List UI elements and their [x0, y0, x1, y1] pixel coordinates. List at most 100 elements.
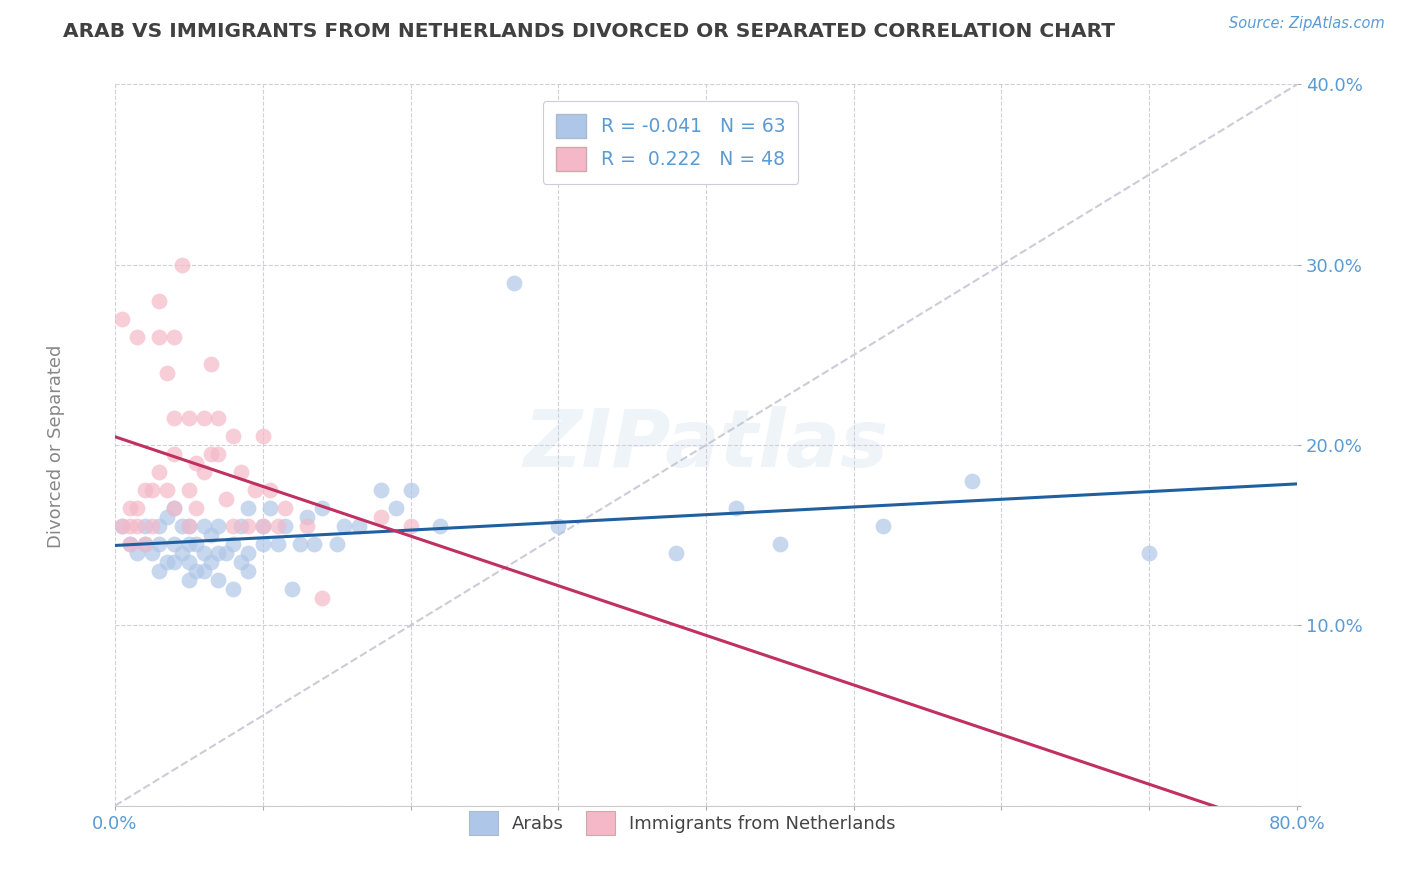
- Point: [288, 537, 311, 551]
- Point: [222, 582, 245, 597]
- Point: [274, 519, 297, 533]
- Point: [200, 357, 222, 371]
- Point: [503, 276, 526, 290]
- Point: [370, 483, 392, 497]
- Point: [163, 501, 186, 516]
- Point: [163, 330, 186, 344]
- Point: [111, 311, 134, 326]
- Point: [141, 546, 163, 560]
- Point: [222, 519, 245, 533]
- Point: [156, 483, 179, 497]
- Point: [156, 366, 179, 380]
- Point: [163, 411, 186, 425]
- Point: [118, 537, 141, 551]
- Point: [252, 519, 274, 533]
- Point: [399, 519, 422, 533]
- Point: [134, 519, 156, 533]
- Point: [186, 501, 208, 516]
- Point: [252, 519, 274, 533]
- Point: [960, 474, 983, 488]
- Point: [177, 411, 200, 425]
- Point: [193, 564, 215, 578]
- Point: [295, 510, 318, 524]
- Point: [148, 330, 170, 344]
- Point: [236, 546, 259, 560]
- Point: [118, 537, 141, 551]
- Point: [229, 555, 252, 569]
- Point: [399, 483, 422, 497]
- Text: ARAB VS IMMIGRANTS FROM NETHERLANDS DIVORCED OR SEPARATED CORRELATION CHART: ARAB VS IMMIGRANTS FROM NETHERLANDS DIVO…: [63, 22, 1115, 41]
- Text: Divorced or Separated: Divorced or Separated: [48, 344, 65, 548]
- Point: [207, 411, 229, 425]
- Point: [141, 483, 163, 497]
- Point: [259, 501, 281, 516]
- Point: [229, 465, 252, 479]
- Point: [193, 411, 215, 425]
- Point: [333, 519, 356, 533]
- Text: ZIPatlas: ZIPatlas: [523, 406, 889, 484]
- Point: [186, 564, 208, 578]
- Point: [229, 519, 252, 533]
- Point: [163, 555, 186, 569]
- Point: [127, 519, 149, 533]
- Point: [252, 537, 274, 551]
- Point: [207, 519, 229, 533]
- Point: [163, 537, 186, 551]
- Point: [252, 429, 274, 443]
- Point: [156, 510, 179, 524]
- Legend: Arabs, Immigrants from Netherlands: Arabs, Immigrants from Netherlands: [460, 802, 904, 844]
- Point: [236, 564, 259, 578]
- Point: [177, 574, 200, 588]
- Point: [325, 537, 347, 551]
- Point: [148, 519, 170, 533]
- Point: [347, 519, 370, 533]
- Point: [127, 546, 149, 560]
- Point: [1137, 546, 1160, 560]
- Point: [266, 537, 288, 551]
- Point: [281, 582, 304, 597]
- Point: [207, 574, 229, 588]
- Point: [222, 429, 245, 443]
- Point: [177, 483, 200, 497]
- Point: [163, 501, 186, 516]
- Point: [311, 501, 333, 516]
- Point: [177, 537, 200, 551]
- Point: [170, 258, 193, 272]
- Point: [200, 447, 222, 461]
- Point: [259, 483, 281, 497]
- Point: [724, 501, 747, 516]
- Point: [429, 519, 451, 533]
- Point: [148, 293, 170, 308]
- Point: [111, 519, 134, 533]
- Point: [295, 519, 318, 533]
- Point: [134, 483, 156, 497]
- Point: [266, 519, 288, 533]
- Point: [148, 465, 170, 479]
- Point: [127, 501, 149, 516]
- Point: [304, 537, 326, 551]
- Point: [111, 519, 134, 533]
- Point: [274, 501, 297, 516]
- Point: [200, 555, 222, 569]
- Point: [118, 501, 141, 516]
- Point: [311, 591, 333, 606]
- Point: [872, 519, 894, 533]
- Point: [236, 519, 259, 533]
- Point: [134, 537, 156, 551]
- Point: [215, 492, 238, 507]
- Point: [177, 519, 200, 533]
- Point: [193, 546, 215, 560]
- Point: [236, 501, 259, 516]
- Point: [200, 528, 222, 542]
- Point: [186, 456, 208, 470]
- Point: [118, 519, 141, 533]
- Point: [170, 546, 193, 560]
- Point: [384, 501, 406, 516]
- Point: [193, 465, 215, 479]
- Point: [186, 537, 208, 551]
- Point: [163, 447, 186, 461]
- Point: [127, 330, 149, 344]
- Point: [215, 546, 238, 560]
- Point: [769, 537, 792, 551]
- Point: [207, 546, 229, 560]
